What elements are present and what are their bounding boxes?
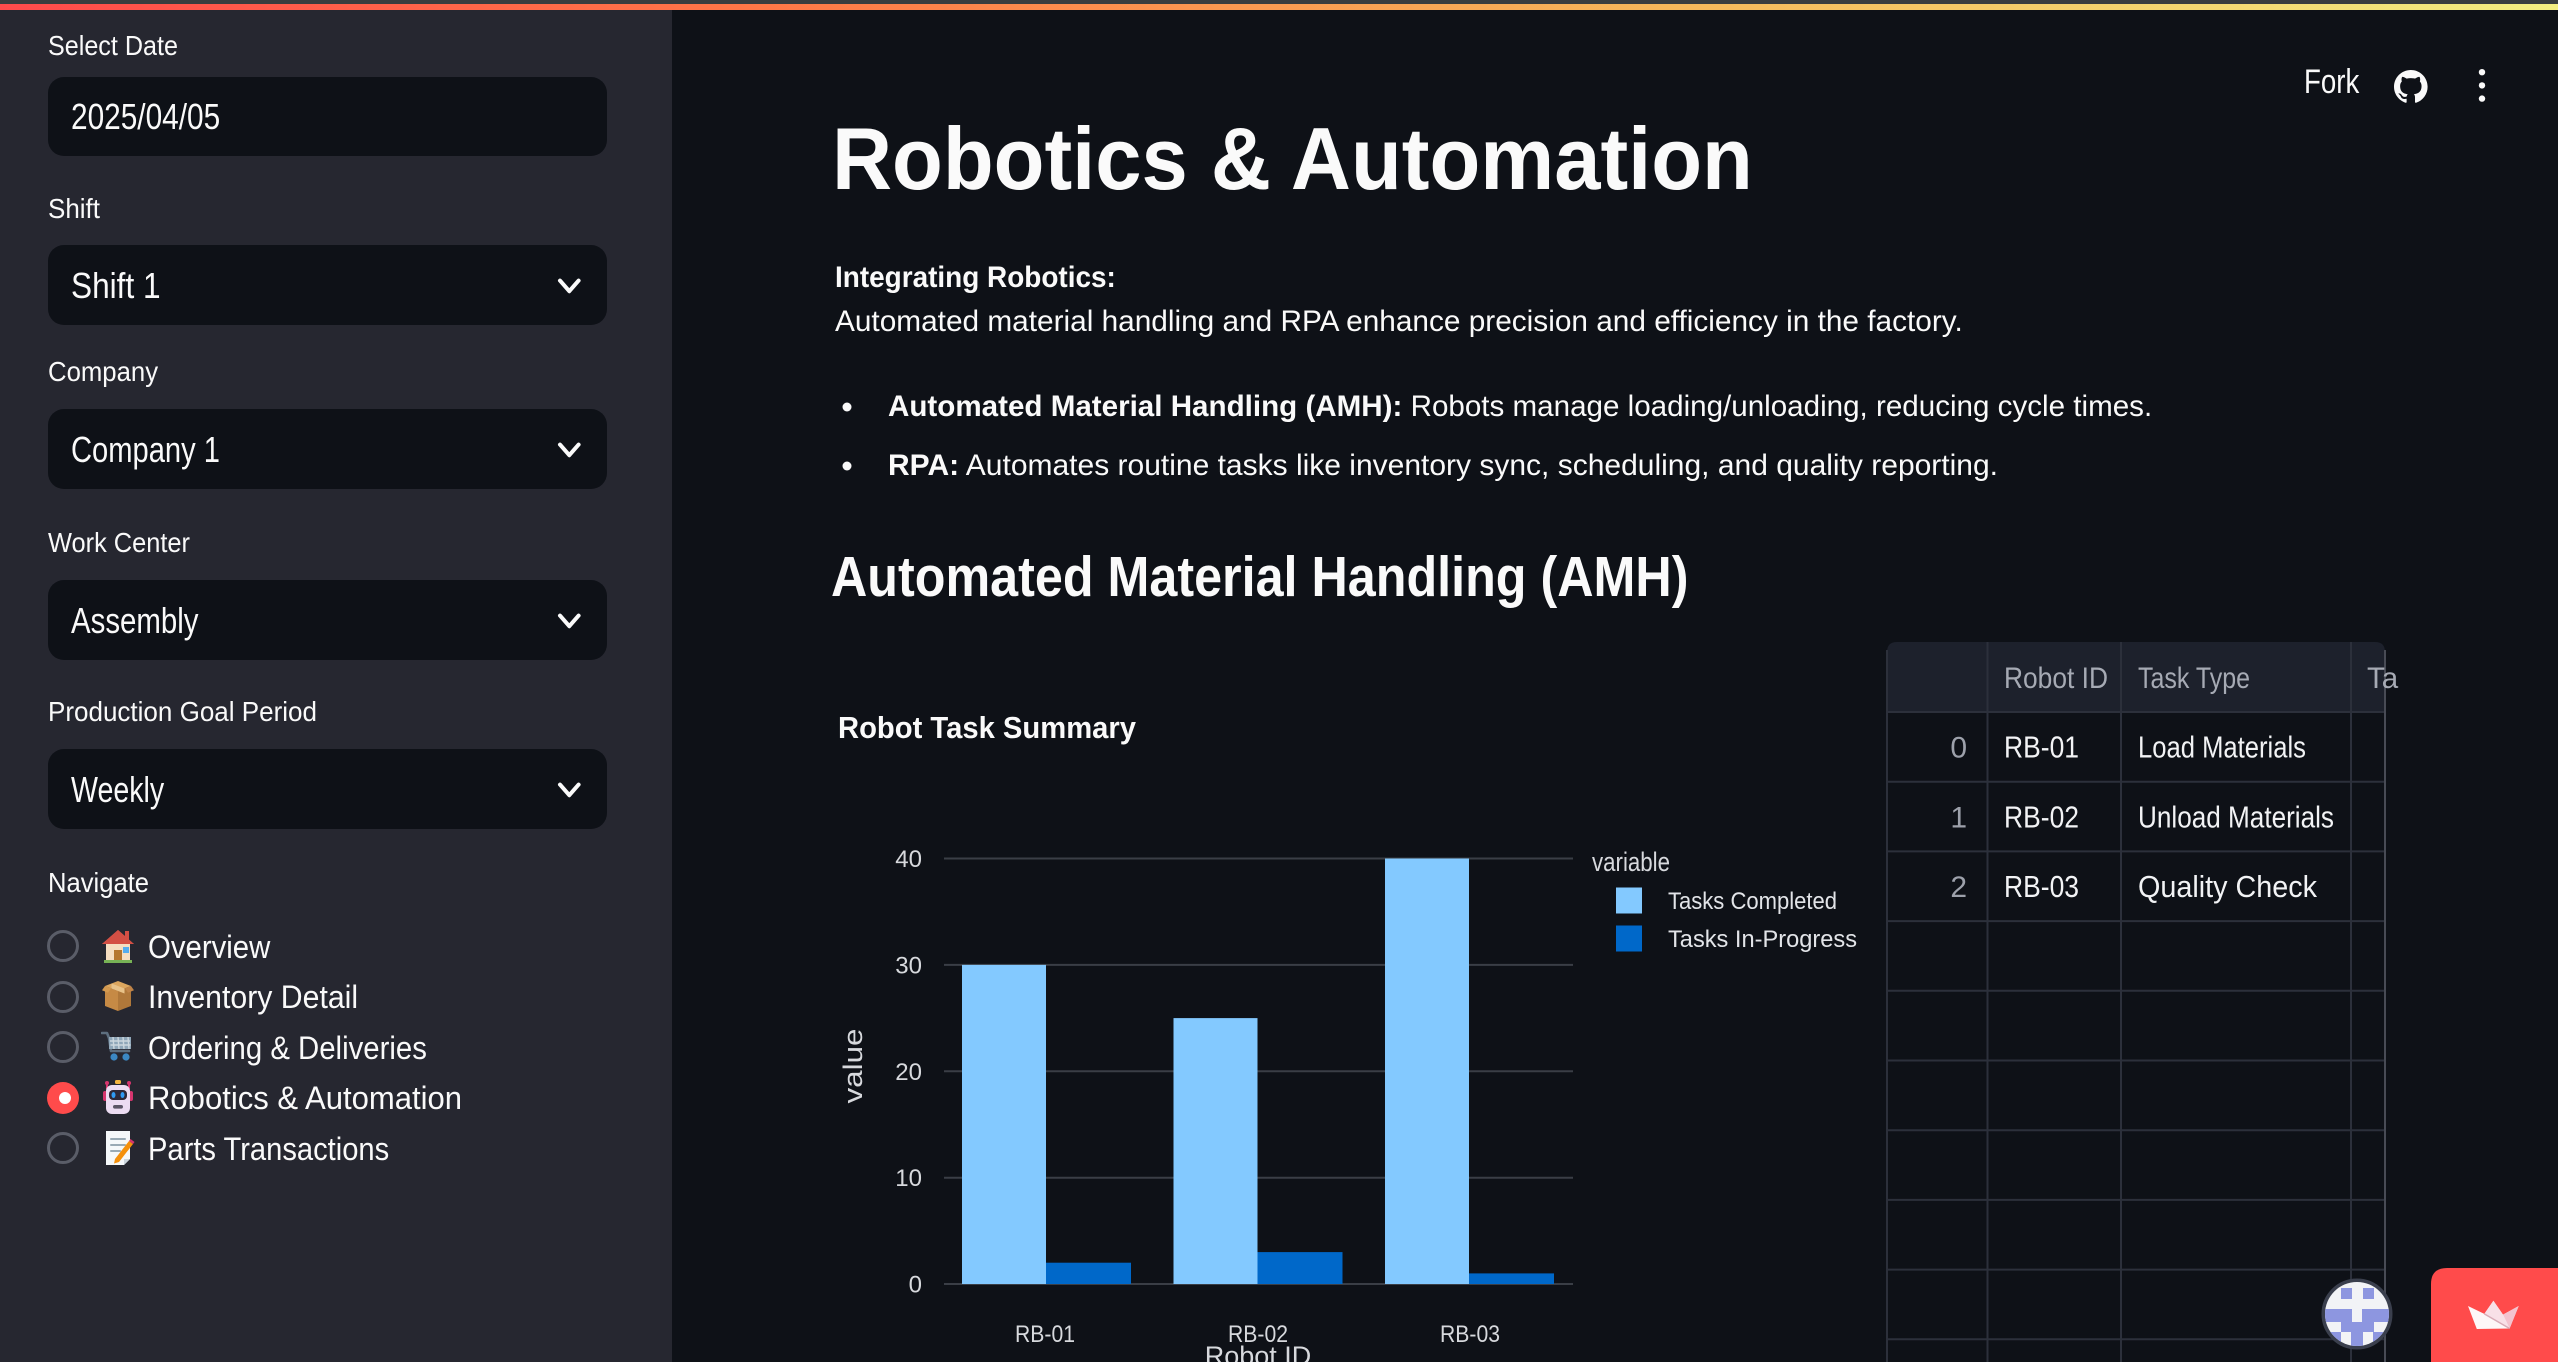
- svg-text:value: value: [838, 1029, 868, 1104]
- svg-text:variable: variable: [1592, 847, 1670, 877]
- svg-text:10: 10: [895, 1165, 922, 1192]
- svg-text:RB-01: RB-01: [2004, 730, 2079, 765]
- svg-text:2: 2: [1950, 871, 1967, 904]
- svg-text:1: 1: [1950, 801, 1967, 834]
- svg-text:Ta: Ta: [2367, 662, 2399, 695]
- svg-text:RB-03: RB-03: [1440, 1321, 1500, 1348]
- svg-text:Quality Check: Quality Check: [2138, 869, 2317, 904]
- svg-text:RB-03: RB-03: [2004, 869, 2079, 904]
- svg-text:Unload Materials: Unload Materials: [2138, 799, 2334, 834]
- svg-text:RB-02: RB-02: [2004, 799, 2079, 834]
- svg-text:Tasks Completed: Tasks Completed: [1668, 888, 1837, 915]
- svg-text:20: 20: [895, 1059, 922, 1086]
- svg-text:Robot Task Summary: Robot Task Summary: [838, 710, 1137, 745]
- svg-text:Robot ID: Robot ID: [2004, 662, 2108, 695]
- svg-text:30: 30: [895, 952, 922, 979]
- svg-text:Tasks In-Progress: Tasks In-Progress: [1668, 926, 1857, 953]
- svg-text:Task Type: Task Type: [2138, 662, 2250, 695]
- svg-text:Robot ID: Robot ID: [1205, 1341, 1312, 1362]
- svg-text:0: 0: [1950, 732, 1967, 765]
- svg-text:RB-01: RB-01: [1015, 1321, 1075, 1348]
- svg-text:0: 0: [909, 1272, 922, 1299]
- svg-text:RB-02: RB-02: [1228, 1321, 1288, 1348]
- svg-text:40: 40: [895, 846, 922, 873]
- svg-text:Load Materials: Load Materials: [2138, 730, 2306, 765]
